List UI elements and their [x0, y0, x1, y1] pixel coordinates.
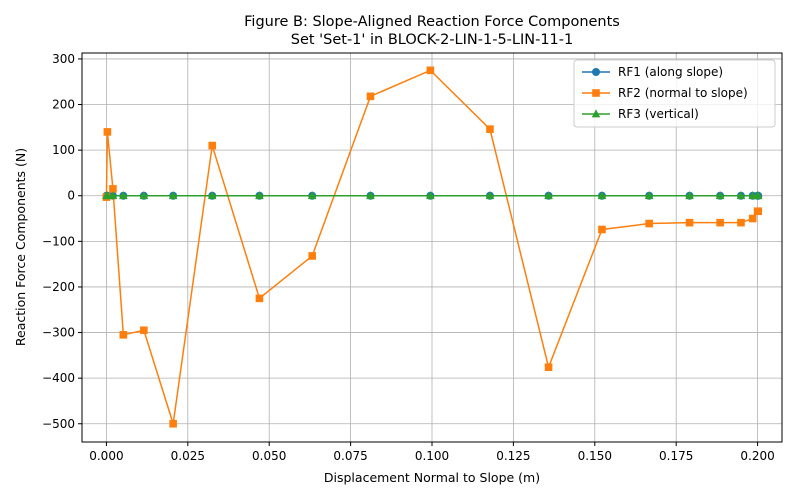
x-axis-label: Displacement Normal to Slope (m)	[324, 470, 540, 485]
data-point	[486, 125, 494, 133]
data-point	[544, 191, 553, 200]
data-point	[139, 191, 149, 200]
data-point	[366, 191, 375, 200]
data-point	[308, 252, 316, 260]
tick-marks: 0.000 0.025 0.050 0.075 0.100 0.125 0.150 0.175…	[42, 52, 775, 463]
legend: RF1 (along slope) RF2 (normal to slope) RF…	[573, 59, 776, 128]
data-point	[366, 92, 375, 101]
plot-series	[102, 66, 763, 428]
chart-subtitle: Set 'Set-1' in BLOCK-2-LIN-1-5-LIN-11-1	[291, 32, 574, 48]
data-point	[598, 225, 606, 234]
y-tick-label: 200	[52, 98, 75, 112]
y-tick-label: −500	[42, 417, 75, 431]
grid	[82, 53, 782, 442]
legend-item: RF3 (vertical)	[582, 107, 699, 121]
x-tick-label: 0.125	[496, 449, 530, 463]
data-point	[255, 191, 264, 200]
data-point	[119, 331, 128, 339]
data-point	[748, 214, 757, 223]
x-tick-label: 0.100	[415, 449, 449, 463]
legend-box	[573, 59, 776, 128]
x-tick-label: 0.000	[89, 449, 123, 463]
data-point	[754, 207, 763, 216]
y-tick-label: −200	[42, 280, 75, 294]
chart-title: Figure B: Slope-Aligned Reaction Force C…	[244, 14, 620, 30]
data-point	[109, 185, 117, 193]
data-point	[485, 191, 495, 200]
data-point	[307, 191, 317, 200]
data-point	[208, 141, 217, 150]
legend-marker	[592, 89, 600, 97]
data-point	[715, 191, 725, 200]
legend-item: RF1 (along slope)	[582, 65, 723, 79]
data-point	[737, 218, 745, 227]
x-tick-label: 0.175	[659, 449, 693, 463]
legend-label: RF2 (normal to slope)	[618, 86, 748, 100]
legend-item: RF2 (normal to slope)	[582, 86, 748, 100]
data-point	[645, 219, 653, 228]
y-tick-label: 100	[52, 143, 75, 157]
y-axis-label: Reaction Force Components (N)	[13, 148, 28, 346]
data-point	[753, 191, 763, 200]
data-point	[119, 191, 128, 200]
data-point	[544, 363, 553, 372]
y-tick-label: 0	[67, 189, 75, 203]
series-3	[102, 191, 763, 200]
data-point	[103, 191, 112, 200]
data-point	[716, 218, 724, 227]
data-point	[736, 191, 746, 200]
y-tick-label: −300	[42, 326, 75, 340]
x-tick-label: 0.075	[333, 449, 367, 463]
x-tick-label: 0.200	[740, 449, 774, 463]
data-point	[168, 191, 178, 200]
x-tick-label: 0.150	[578, 449, 612, 463]
y-tick-label: −100	[42, 234, 75, 248]
data-point	[140, 326, 148, 335]
y-tick-label: 300	[52, 52, 75, 66]
legend-label: RF1 (along slope)	[618, 65, 723, 79]
data-point	[108, 191, 118, 200]
series-2	[102, 66, 763, 428]
y-tick-label: −400	[42, 371, 75, 385]
legend-marker	[591, 109, 601, 118]
data-point	[207, 191, 217, 200]
data-point	[685, 218, 694, 227]
data-point	[103, 128, 112, 136]
legend-marker	[592, 68, 600, 76]
data-point	[255, 294, 264, 303]
data-point	[644, 191, 654, 200]
data-point	[426, 191, 435, 200]
x-tick-label: 0.050	[252, 449, 286, 463]
data-point	[685, 191, 694, 200]
data-point	[597, 191, 607, 200]
data-point	[169, 419, 177, 428]
x-tick-label: 0.025	[171, 449, 205, 463]
data-point	[426, 66, 435, 75]
legend-label: RF3 (vertical)	[618, 107, 699, 121]
